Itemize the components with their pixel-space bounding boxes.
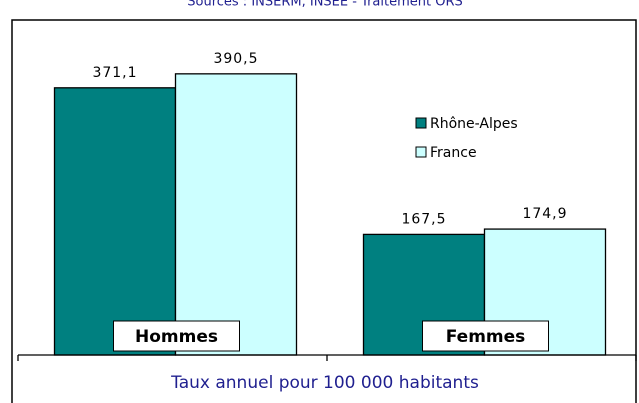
bar <box>174 73 298 356</box>
value-label: 371,1 <box>92 65 137 81</box>
legend-label: Rhône-Alpes <box>430 116 518 132</box>
x-tick-label: Hommes <box>135 327 218 347</box>
legend-label: France <box>430 145 477 161</box>
value-label: 174,9 <box>522 206 567 222</box>
x-tick-label: Femmes <box>446 327 526 347</box>
category-box <box>422 320 549 352</box>
chart-subtitle: Sources : INSERM, INSEE - Traitement ORS <box>187 0 463 10</box>
value-label: 390,5 <box>213 51 258 67</box>
legend-swatch <box>415 117 427 129</box>
chart-frame <box>11 19 637 403</box>
x-axis-label: Taux annuel pour 100 000 habitants <box>170 373 479 393</box>
value-label: 167,5 <box>401 211 446 227</box>
legend-swatch <box>415 146 427 158</box>
category-box <box>113 320 240 352</box>
bar <box>53 87 177 356</box>
